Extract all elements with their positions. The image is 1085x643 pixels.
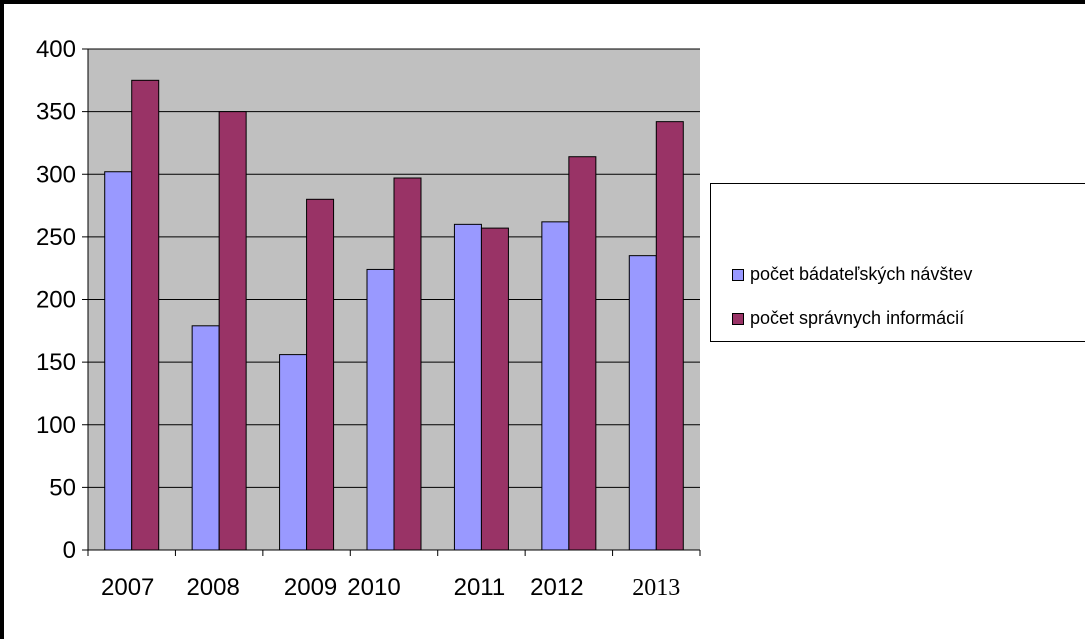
bar-series-1-2011: [453, 223, 482, 551]
legend-swatch-series-1: [732, 268, 744, 281]
bar-series-1-2012: [541, 221, 570, 551]
x-tick-label-2012: 2012: [530, 574, 583, 601]
y-tick-label-250: 250: [36, 224, 76, 251]
bar-series-1-2009: [279, 354, 308, 551]
x-tick-label-2011: 2011: [454, 574, 506, 601]
bar-series-2-2008: [218, 111, 247, 551]
y-tick-label-150: 150: [36, 349, 76, 376]
y-tick-label-0: 0: [63, 537, 76, 564]
x-tick-label-2008: 2008: [186, 574, 239, 601]
legend-item-series-2: počet správnych informácií: [732, 308, 964, 329]
legend-label-series-1: počet bádateľských návštev: [750, 264, 973, 284]
legend-swatch-series-2: [732, 312, 744, 325]
bar-chart: 0 50 100 150 200 250 300 350 400 2007 2008 2009 201…: [36, 36, 701, 601]
x-tick-label-2010: 2010: [347, 574, 400, 601]
bar-series-1-2013: [628, 255, 657, 551]
x-tick-label-2009: 2009: [284, 574, 337, 601]
y-tick-label-300: 300: [36, 161, 76, 188]
y-tick-label-100: 100: [36, 412, 76, 439]
y-tick-label-350: 350: [36, 99, 76, 126]
bar-series-2-2011: [480, 227, 509, 551]
bar-series-1-2010: [366, 268, 395, 551]
x-tick-label-2007: 2007: [101, 574, 154, 601]
y-tick-label-200: 200: [36, 287, 76, 314]
bar-series-2-2012: [568, 156, 597, 551]
y-tick-label-400: 400: [36, 36, 76, 63]
bars: [104, 79, 684, 551]
legend-item-series-1: počet bádateľských návštev: [732, 264, 972, 285]
bar-series-1-2008: [191, 325, 220, 551]
bar-series-2-2007: [131, 79, 160, 551]
bar-series-1-2007: [104, 171, 133, 551]
bar-series-2-2009: [306, 198, 335, 551]
axes: [82, 48, 701, 556]
x-tick-labels: 2007 2008 2009 2010 2011 2012 2013: [101, 574, 680, 601]
legend: počet bádateľských návštev počet správny…: [710, 183, 1085, 342]
bar-series-2-2010: [393, 177, 422, 551]
x-tick-label-2013: 2013: [632, 575, 680, 601]
y-tick-labels: 0 50 100 150 200 250 300 350 400: [36, 36, 76, 564]
bar-series-2-2013: [655, 121, 684, 551]
y-tick-label-50: 50: [49, 474, 76, 501]
legend-label-series-2: počet správnych informácií: [750, 308, 965, 328]
